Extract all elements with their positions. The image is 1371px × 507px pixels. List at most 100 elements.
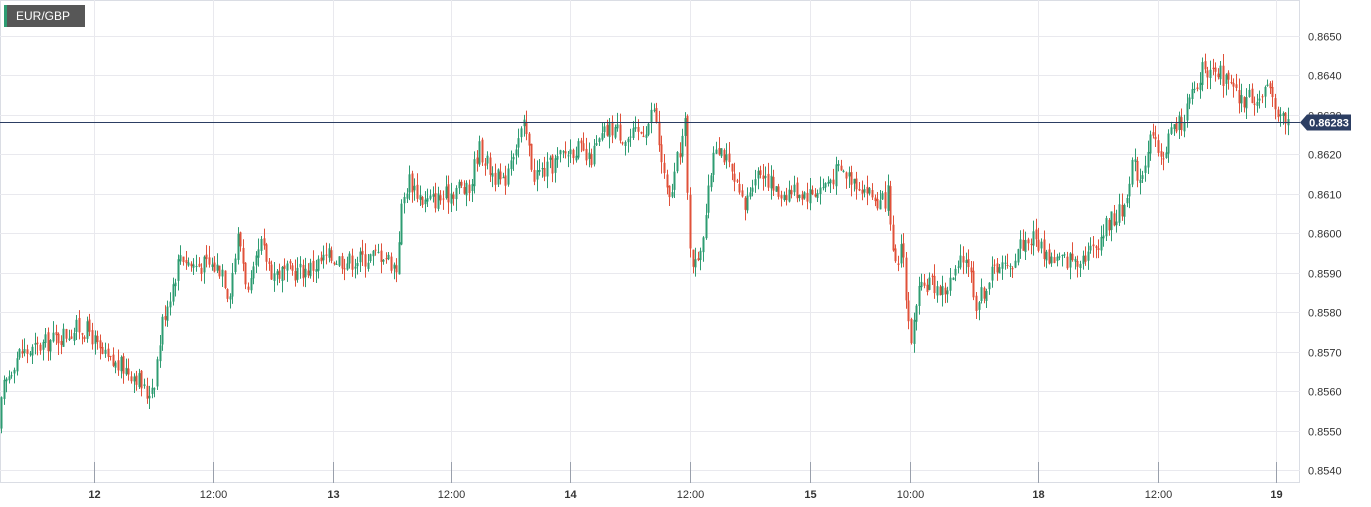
candle-body (221, 269, 224, 277)
candle-body (876, 198, 879, 209)
candle-body (1113, 213, 1116, 226)
candle-body (10, 375, 13, 377)
y-tick-label: 0.8550 (1308, 427, 1342, 439)
candle-body (913, 319, 916, 344)
candle-body (99, 340, 102, 349)
candle-body (1219, 65, 1222, 80)
candle-body (1071, 253, 1074, 261)
candle-body (1230, 82, 1233, 84)
candle-body (1264, 86, 1267, 97)
candle-body (603, 126, 606, 133)
candle-body (1024, 240, 1027, 253)
candle-body (632, 128, 635, 138)
candle-body (450, 193, 453, 204)
candle-body (1043, 239, 1046, 259)
candle-body (686, 116, 689, 193)
candle-body (49, 340, 52, 352)
candle-body (302, 264, 305, 279)
candle-body (1180, 117, 1183, 131)
candle-body (31, 346, 34, 356)
candle-body (198, 263, 201, 267)
candle-body (307, 270, 310, 276)
candle-body (767, 173, 770, 188)
candle-body (777, 186, 780, 197)
candle-body (949, 277, 952, 291)
candle-body (1209, 69, 1212, 79)
candle-body (884, 192, 887, 209)
candle-body (845, 172, 848, 179)
candle-body (504, 175, 507, 186)
candle-body (426, 198, 429, 202)
candle-body (114, 362, 117, 368)
candle-body (1149, 134, 1152, 154)
candle-body (736, 180, 739, 182)
y-tick-label: 0.8620 (1308, 150, 1342, 162)
candle-body (827, 181, 830, 184)
candle-body (556, 156, 559, 160)
candle-body (1157, 140, 1160, 153)
candle-body (283, 265, 286, 269)
candle-body (1139, 179, 1142, 183)
candle-body (1162, 158, 1165, 160)
candle-body (1214, 67, 1217, 72)
candle-body (684, 118, 687, 136)
candle-body (679, 153, 682, 158)
candle-body (135, 375, 138, 385)
candle-body (1232, 82, 1235, 87)
candle-body (962, 256, 965, 263)
candle-body (759, 170, 762, 175)
candle-body (785, 195, 788, 201)
candle-body (1183, 122, 1186, 132)
candle-body (244, 262, 247, 285)
candle-body (666, 174, 669, 188)
candle-body (1274, 98, 1277, 110)
candle-body (364, 254, 367, 267)
x-tick-label: 10:00 (897, 489, 925, 501)
candle-body (567, 155, 570, 157)
x-tick-label: 12 (88, 489, 100, 501)
candle-body (447, 184, 450, 203)
candle-body (1225, 74, 1228, 84)
candle-body (445, 186, 448, 199)
candle-body (874, 197, 877, 202)
candle-body (1196, 87, 1199, 90)
candle-body (1053, 257, 1056, 263)
candle-body (1144, 165, 1147, 173)
candle-body (83, 336, 86, 340)
candle-body (335, 263, 338, 265)
candle-body (473, 159, 476, 187)
candle-body (822, 187, 825, 189)
candle-body (985, 291, 988, 301)
candle-body (361, 250, 364, 255)
candle-body (530, 143, 533, 170)
candle-body (112, 354, 115, 366)
candle-body (205, 254, 208, 260)
candle-body (528, 133, 531, 146)
candle-body (88, 319, 91, 332)
candle-body (322, 254, 325, 261)
candle-body (242, 247, 245, 264)
candle-body (86, 321, 89, 339)
candle-body (44, 334, 47, 343)
candle-body (351, 255, 354, 270)
candle-body (660, 144, 663, 163)
candle-body (699, 250, 702, 261)
y-tick-label: 0.8560 (1308, 387, 1342, 399)
candle-body (512, 156, 515, 160)
candle-body (356, 263, 359, 267)
candle-body (692, 249, 695, 267)
candle-body (611, 121, 614, 136)
candle-body (117, 360, 120, 371)
candle-body (1082, 255, 1085, 264)
candle-body (723, 150, 726, 163)
candle-body (218, 265, 221, 277)
candle-body (1175, 122, 1178, 132)
candle-body (1017, 249, 1020, 263)
candle-body (897, 263, 900, 265)
candle-body (598, 138, 601, 143)
candle-body (1238, 90, 1241, 104)
candle-body (515, 149, 518, 156)
candle-body (348, 253, 351, 264)
candle-body (468, 184, 471, 194)
